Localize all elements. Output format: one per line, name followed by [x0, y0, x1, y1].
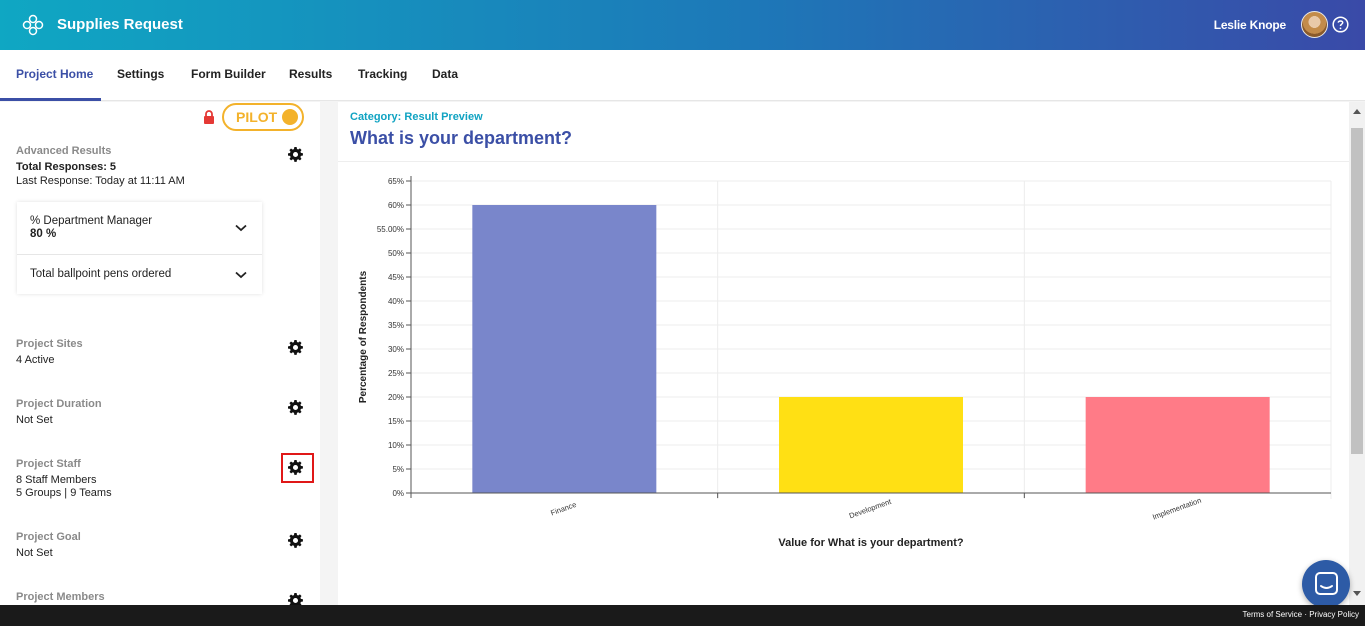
- tab-results[interactable]: Results: [289, 67, 333, 81]
- gear-icon: [288, 340, 303, 355]
- project-goal-title: Project Goal: [16, 531, 81, 543]
- project-duration-settings-button[interactable]: [288, 400, 303, 415]
- top-bar: Supplies Request Leslie Knope: [0, 0, 1365, 50]
- active-tab-indicator: [0, 98, 101, 101]
- y-tick-label: 25%: [388, 369, 404, 378]
- bar-implementation: [1085, 397, 1270, 493]
- advanced-results-settings-button[interactable]: [288, 147, 303, 162]
- advanced-results-card: % Department Manager 80 % Total ballpoin…: [17, 202, 262, 294]
- gear-icon: [288, 400, 303, 415]
- project-members-settings-button[interactable]: [288, 593, 303, 605]
- chat-button[interactable]: [1302, 560, 1350, 608]
- y-tick-label: 45%: [388, 273, 404, 282]
- y-tick-label: 20%: [388, 393, 404, 402]
- project-staff-value: 8 Staff Members: [16, 474, 97, 486]
- app-title: Supplies Request: [57, 16, 183, 33]
- y-tick-label: 40%: [388, 297, 404, 306]
- highlight-box: [281, 453, 314, 483]
- scroll-up-arrow[interactable]: [1353, 109, 1361, 114]
- scroll-thumb[interactable]: [1351, 128, 1363, 454]
- last-response: Last Response: Today at 11:11 AM: [16, 175, 185, 187]
- gear-icon: [288, 147, 303, 162]
- y-tick-label: 55.00%: [377, 225, 404, 234]
- bar-chart: 0% 5% 10% 15% 20% 25% 30% 35% 40% 45% 50% 55.00% 60%…: [358, 176, 1332, 549]
- nav-bar: Project Home Settings Form Builder Resul…: [0, 50, 1365, 101]
- y-tick-label: 5%: [392, 465, 404, 474]
- project-members-title: Project Members: [16, 591, 105, 603]
- scroll-down-arrow[interactable]: [1353, 591, 1361, 596]
- y-tick-label: 0%: [392, 489, 404, 498]
- scrollbar[interactable]: [1349, 102, 1365, 605]
- chevron-down-icon[interactable]: [235, 271, 247, 279]
- project-duration-title: Project Duration: [16, 398, 102, 410]
- x-tick-label: Implementation: [1151, 496, 1202, 522]
- main-panel: Category: Result Preview What is your de…: [338, 102, 1349, 605]
- y-tick-label: 65%: [388, 177, 404, 186]
- gear-icon: [288, 533, 303, 548]
- pilot-toggle[interactable]: PILOT: [222, 103, 304, 131]
- pilot-label: PILOT: [236, 109, 278, 125]
- project-sites-title: Project Sites: [16, 338, 83, 350]
- y-axis-title: Percentage of Respondents: [358, 270, 369, 403]
- terms-of-service-link[interactable]: Terms of Service: [1242, 610, 1303, 619]
- project-duration-value: Not Set: [16, 414, 53, 426]
- user-name[interactable]: Leslie Knope: [1213, 18, 1286, 32]
- footer: Terms of Service · Privacy Policy: [0, 605, 1365, 626]
- gear-icon: [288, 593, 303, 605]
- question-title: What is your department?: [350, 128, 573, 148]
- x-tick-label: Development: [848, 497, 893, 521]
- y-tick-label: 15%: [388, 417, 404, 426]
- y-tick-label: 50%: [388, 249, 404, 258]
- project-goal-value: Not Set: [16, 547, 53, 559]
- help-icon[interactable]: [1332, 16, 1349, 33]
- bar-development: [779, 397, 963, 493]
- divider: [338, 161, 1349, 162]
- tab-settings[interactable]: Settings: [117, 67, 165, 81]
- project-goal-settings-button[interactable]: [288, 533, 303, 548]
- divider: [17, 254, 262, 255]
- avatar[interactable]: [1301, 11, 1328, 38]
- chevron-down-icon[interactable]: [235, 224, 247, 232]
- project-sites-settings-button[interactable]: [288, 340, 303, 355]
- tab-data[interactable]: Data: [432, 67, 459, 81]
- advanced-results-title: Advanced Results: [16, 145, 112, 157]
- privacy-policy-link[interactable]: Privacy Policy: [1309, 610, 1359, 619]
- project-staff-settings-button[interactable]: [288, 460, 303, 475]
- y-tick-label: 35%: [388, 321, 404, 330]
- project-staff-groups: 5 Groups | 9 Teams: [16, 487, 112, 499]
- chat-icon: [1315, 572, 1338, 595]
- category-label: Category: Result Preview: [350, 111, 483, 123]
- tab-tracking[interactable]: Tracking: [358, 67, 408, 81]
- footer-separator: ·: [1304, 610, 1310, 619]
- y-tick-label: 60%: [388, 201, 404, 210]
- sidebar: PILOT Advanced Results Total Responses: …: [0, 102, 320, 605]
- lock-icon: [204, 110, 214, 124]
- project-sites-value: 4 Active: [16, 354, 55, 366]
- x-tick-label: Finance: [549, 500, 577, 518]
- pilot-toggle-knob: [282, 109, 298, 125]
- tab-project-home[interactable]: Project Home: [16, 67, 94, 81]
- total-responses: Total Responses: 5: [16, 161, 117, 173]
- app-logo-icon[interactable]: [22, 14, 44, 36]
- bar-finance: [472, 205, 657, 493]
- ballpoint-pens-label: Total ballpoint pens ordered: [30, 268, 172, 280]
- gear-icon: [288, 460, 303, 475]
- department-manager-label: % Department Manager: [30, 215, 153, 227]
- department-manager-value: 80 %: [30, 228, 57, 240]
- y-tick-label: 30%: [388, 345, 404, 354]
- project-staff-title: Project Staff: [16, 458, 81, 470]
- tab-form-builder[interactable]: Form Builder: [191, 67, 266, 81]
- x-axis-title: Value for What is your department?: [778, 537, 963, 549]
- y-tick-label: 10%: [388, 441, 404, 450]
